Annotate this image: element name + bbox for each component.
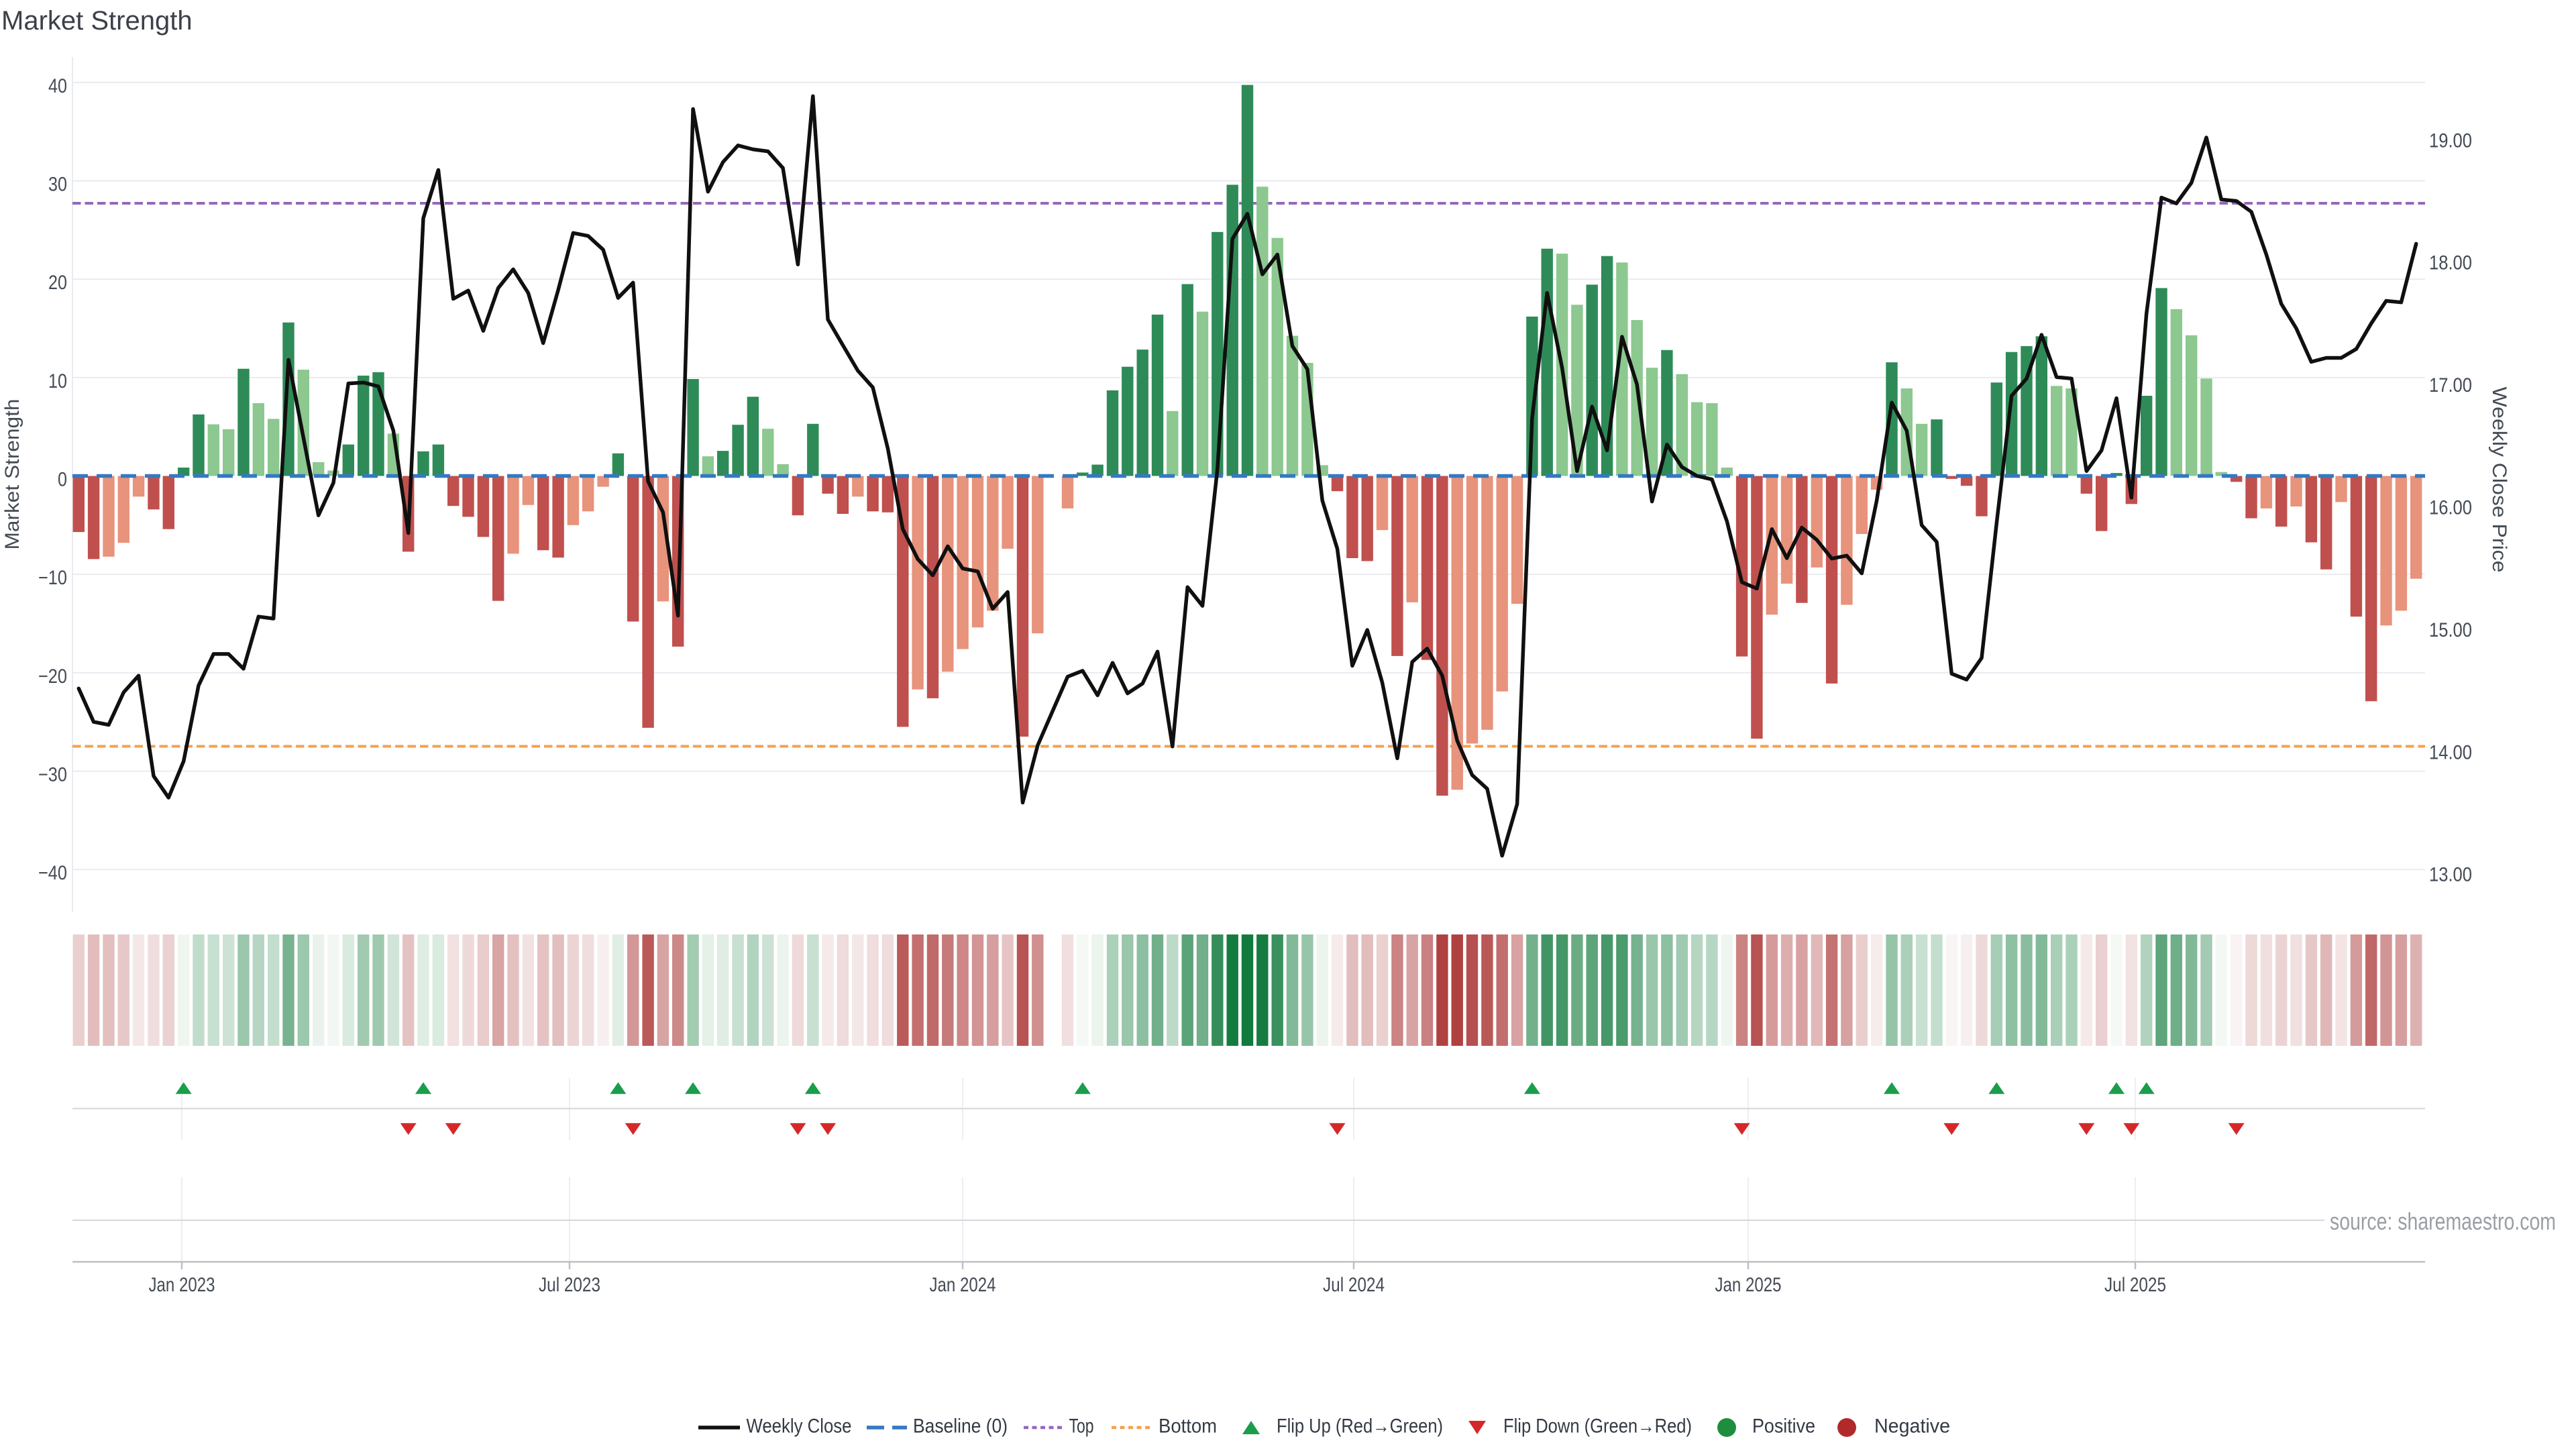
svg-text:−40: −40: [38, 862, 67, 884]
svg-text:40: 40: [48, 75, 67, 97]
svg-text:Positive: Positive: [1752, 1415, 1815, 1438]
svg-text:Jan 2025: Jan 2025: [1715, 1274, 1782, 1296]
svg-text:Baseline (0): Baseline (0): [913, 1415, 1008, 1438]
svg-text:Jan 2024: Jan 2024: [930, 1274, 996, 1296]
svg-text:Flip Up (Red→Green): Flip Up (Red→Green): [1277, 1415, 1443, 1438]
svg-text:Weekly Close: Weekly Close: [747, 1415, 852, 1438]
svg-text:20: 20: [48, 272, 67, 294]
svg-text:Jul 2025: Jul 2025: [2104, 1274, 2166, 1296]
svg-text:0: 0: [58, 469, 67, 491]
svg-text:14.00: 14.00: [2429, 741, 2472, 763]
svg-text:15.00: 15.00: [2429, 619, 2472, 641]
svg-text:30: 30: [48, 174, 67, 196]
svg-text:Negative: Negative: [1874, 1415, 1950, 1438]
svg-text:10: 10: [48, 370, 67, 392]
svg-text:−10: −10: [38, 567, 67, 589]
svg-text:16.00: 16.00: [2429, 497, 2472, 519]
svg-text:Market Strength: Market Strength: [1, 399, 23, 550]
svg-text:Jul 2024: Jul 2024: [1323, 1274, 1385, 1296]
svg-text:18.00: 18.00: [2429, 252, 2472, 274]
svg-text:Top: Top: [1069, 1415, 1094, 1438]
svg-text:19.00: 19.00: [2429, 129, 2472, 152]
svg-text:13.00: 13.00: [2429, 864, 2472, 886]
svg-text:source: sharemaestro.com: source: sharemaestro.com: [2330, 1208, 2556, 1235]
svg-text:Bottom: Bottom: [1159, 1415, 1217, 1438]
svg-text:Market Strength: Market Strength: [1, 6, 193, 36]
svg-text:Jan 2023: Jan 2023: [149, 1274, 215, 1296]
svg-text:Weekly Close Price: Weekly Close Price: [2488, 387, 2510, 573]
svg-text:17.00: 17.00: [2429, 374, 2472, 396]
svg-text:−20: −20: [38, 665, 67, 688]
svg-text:−30: −30: [38, 763, 67, 786]
svg-text:Jul 2023: Jul 2023: [539, 1274, 600, 1296]
svg-text:Flip Down (Green→Red): Flip Down (Green→Red): [1503, 1415, 1692, 1438]
